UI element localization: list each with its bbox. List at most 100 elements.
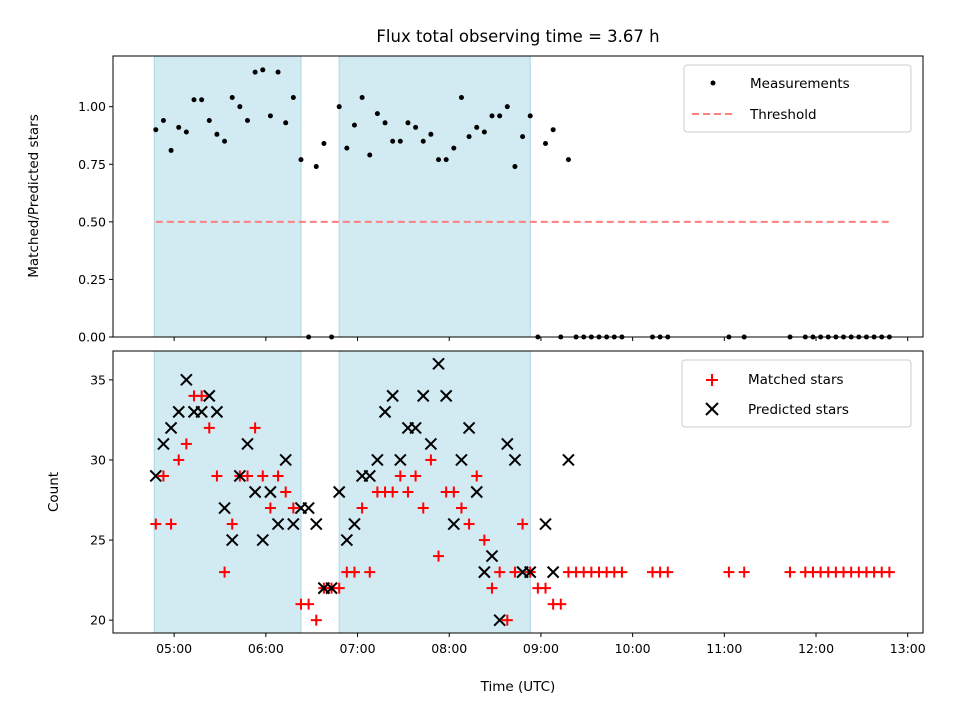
predicted-star-point [203, 389, 216, 403]
measurement-point [474, 124, 480, 130]
legend-predicted-swatch [705, 402, 719, 416]
x-bar [501, 437, 514, 451]
legend-measurements-swatch [710, 80, 716, 86]
predicted-star-point [485, 549, 499, 563]
predicted-star-point [233, 469, 247, 483]
matched-star-point [165, 518, 177, 530]
x-bar [264, 485, 277, 499]
x-bar [485, 549, 499, 563]
measurement-point [214, 131, 220, 137]
predicted-star-point [546, 565, 560, 579]
x-bar [493, 613, 506, 627]
x-bar [508, 453, 522, 467]
matched-star-point [616, 566, 628, 578]
matched-star-point [394, 470, 406, 482]
x-bar [539, 517, 552, 531]
predicted-star-point [226, 533, 239, 547]
x-bar [180, 373, 193, 387]
predicted-star-point [447, 517, 461, 531]
measurement-point [520, 134, 526, 140]
matched-star-point [883, 566, 895, 578]
predicted-star-point [432, 357, 445, 371]
top-y-ticks: 0.00 0.25 0.50 0.75 1.00 [78, 99, 113, 345]
top-panel: 0.00 0.25 0.50 0.75 1.00 Matched/Predicted s… [26, 55, 924, 345]
predicted-star-point [455, 453, 468, 467]
x-bar [256, 533, 269, 547]
top-y-axis-label: Matched/Predicted stars [26, 114, 42, 277]
x-bar [279, 453, 292, 467]
predicted-star-point [256, 533, 269, 547]
matched-star-point [203, 422, 215, 434]
predicted-star-point [439, 389, 453, 403]
matched-star-point [425, 454, 437, 466]
measurement-point [481, 129, 487, 135]
measurement-point [206, 117, 212, 123]
x-bar [310, 517, 323, 531]
matched-star-point [517, 518, 529, 530]
y-tick-label: 0.50 [78, 214, 106, 229]
predicted-star-point [394, 453, 407, 467]
x-bar [524, 565, 537, 579]
measurement-point [367, 152, 373, 158]
measurement-point [183, 129, 189, 135]
predicted-star-point [340, 533, 354, 547]
predicted-star-point [348, 517, 361, 531]
predicted-star-point [149, 469, 162, 483]
measurement-point [222, 138, 228, 144]
x-tick-label: 06:00 [248, 641, 284, 656]
x-bar [172, 405, 185, 419]
predicted-star-point [386, 389, 399, 403]
measurement-point [336, 104, 342, 110]
top-shaded-intervals [153, 55, 531, 338]
bottom-y-ticks: 20 25 30 35 [90, 372, 113, 628]
matched-star-point [356, 502, 368, 514]
matched-star-point [387, 486, 399, 498]
measurement-point [298, 157, 304, 163]
matched-star-point [410, 470, 422, 482]
x-bar [409, 421, 422, 435]
matched-star-point [471, 470, 483, 482]
bottom-legend-box [681, 359, 912, 428]
measurement-point [489, 113, 495, 119]
measurement-point [237, 104, 243, 110]
measurement-point [527, 113, 533, 119]
x-bar [340, 533, 354, 547]
chart-title: Flux total observing time = 3.67 h [376, 27, 659, 46]
matched-star-point [555, 598, 567, 610]
predicted-star-point [363, 469, 376, 483]
measurement-point [397, 138, 403, 144]
matched-star-point [364, 566, 376, 578]
x-bar [195, 405, 208, 419]
x-bar [226, 533, 239, 547]
y-tick-label: 0.25 [78, 272, 106, 287]
bottom-legend: Matched stars Predicted stars [681, 359, 912, 428]
x-bar [149, 469, 162, 483]
x-bar [439, 389, 453, 403]
matched-star-point [723, 566, 735, 578]
measurement-point [168, 147, 174, 153]
x-bar [210, 405, 224, 419]
measurement-point [405, 120, 411, 126]
matched-star-point [196, 390, 208, 402]
bottom-plot-marks [149, 357, 895, 627]
x-tick-label: 09:00 [523, 641, 559, 656]
measurement-point [191, 97, 197, 103]
y-tick-label: 25 [90, 533, 106, 548]
x-tick-label: 10:00 [615, 641, 651, 656]
shaded-interval [153, 350, 302, 634]
legend-measurements-label: Measurements [750, 76, 850, 92]
predicted-star-point [424, 437, 438, 451]
y-tick-label: 35 [90, 372, 106, 387]
matched-star-point [463, 518, 475, 530]
x-tick-label: 08:00 [431, 641, 467, 656]
x-bar [478, 565, 491, 579]
matched-star-point [540, 582, 552, 594]
matched-star-point [303, 598, 315, 610]
matched-star-point [272, 470, 284, 482]
x-bar [248, 485, 262, 499]
predicted-star-point [248, 485, 262, 499]
shaded-interval [338, 55, 531, 338]
predicted-star-point [539, 517, 552, 531]
measurement-point [466, 134, 472, 140]
predicted-star-point [195, 405, 208, 419]
